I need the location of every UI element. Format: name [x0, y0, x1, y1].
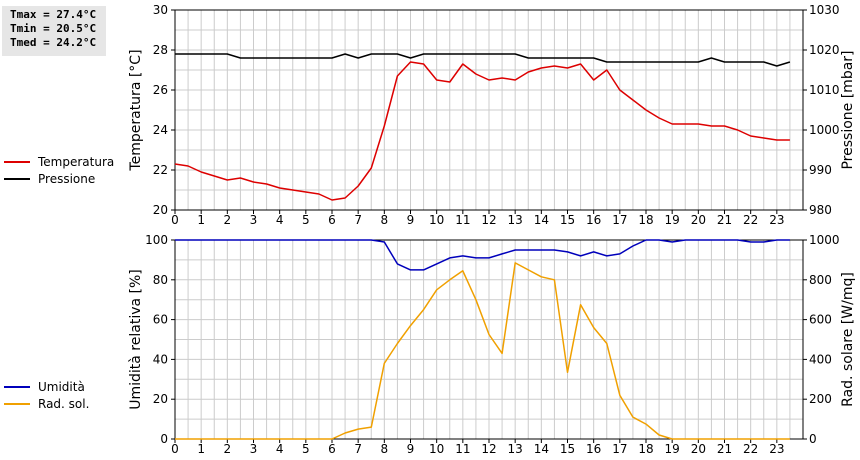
bottom-x-tick-label: 20	[691, 442, 706, 456]
top-x-tick-label: 2	[224, 213, 232, 227]
legend-item-umidita: Umidità	[4, 378, 89, 395]
top-left-tick-label: 26	[153, 83, 168, 97]
bottom-x-tick-label: 4	[276, 442, 284, 456]
bottom-x-tick-label: 16	[586, 442, 601, 456]
legend-swatch-umidita	[4, 385, 30, 388]
legend-swatch-temperatura	[4, 160, 30, 163]
legend-item-temperatura: Temperatura	[4, 153, 114, 170]
bottom-x-tick-label: 11	[455, 442, 470, 456]
top-x-tick-label: 20	[691, 213, 706, 227]
top-left-tick-label: 24	[153, 123, 168, 137]
bottom-x-tick-label: 9	[407, 442, 415, 456]
bottom-x-tick-label: 0	[171, 442, 179, 456]
legend-item-pressione: Pressione	[4, 170, 114, 187]
bottom-left-tick-label: 20	[153, 392, 168, 406]
bottom-x-tick-label: 23	[769, 442, 784, 456]
top-x-tick-label: 18	[638, 213, 653, 227]
bottom-right-tick-label: 1000	[809, 233, 840, 247]
top-x-tick-label: 23	[769, 213, 784, 227]
top-right-axis-label: Pressione [mbar]	[840, 50, 856, 169]
top-x-tick-label: 5	[302, 213, 310, 227]
top-right-tick-label: 1010	[809, 83, 840, 97]
legend-item-rad-sol: Rad. sol.	[4, 395, 89, 412]
top-left-tick-label: 28	[153, 43, 168, 57]
bottom-x-tick-label: 6	[328, 442, 336, 456]
bottom-x-tick-label: 19	[665, 442, 680, 456]
bottom-x-tick-label: 17	[612, 442, 627, 456]
bottom-right-tick-label: 600	[809, 313, 832, 327]
top-x-tick-label: 10	[429, 213, 444, 227]
top-x-tick-label: 21	[717, 213, 732, 227]
stat-tmin: Tmin = 20.5°C	[10, 22, 97, 35]
top-x-tick-label: 0	[171, 213, 179, 227]
bottom-x-tick-label: 15	[560, 442, 575, 456]
top-right-tick-label: 1000	[809, 123, 840, 137]
bottom-x-tick-label: 3	[250, 442, 258, 456]
stat-tmax: Tmax = 27.4°C	[10, 8, 97, 21]
series-line-umidit	[175, 239, 790, 271]
bottom-x-tick-label: 7	[354, 442, 362, 456]
top-left-tick-label: 30	[153, 3, 168, 17]
bottom-x-tick-label: 13	[508, 442, 523, 456]
bottom-right-tick-label: 200	[809, 392, 832, 406]
top-right-tick-label: 980	[809, 203, 832, 217]
bottom-right-tick-label: 0	[809, 432, 817, 446]
legend-swatch-pressione	[4, 177, 30, 180]
bottom-x-tick-label: 21	[717, 442, 732, 456]
top-x-tick-label: 4	[276, 213, 284, 227]
bottom-x-tick-label: 22	[743, 442, 758, 456]
top-x-tick-label: 13	[508, 213, 523, 227]
top-x-tick-label: 8	[381, 213, 389, 227]
bottom-right-axis-label: Rad. solare [W/mq]	[840, 272, 856, 407]
legend-label-umidita: Umidità	[38, 379, 85, 394]
bottom-left-tick-label: 40	[153, 352, 168, 366]
bottom-x-tick-label: 14	[534, 442, 549, 456]
top-x-tick-label: 19	[665, 213, 680, 227]
top-x-tick-label: 15	[560, 213, 575, 227]
bottom-x-tick-label: 10	[429, 442, 444, 456]
bottom-x-tick-label: 12	[481, 442, 496, 456]
series-line-rad-sol	[175, 262, 790, 440]
legend-label-rad-sol: Rad. sol.	[38, 396, 90, 411]
top-x-tick-label: 11	[455, 213, 470, 227]
bottom-x-tick-label: 8	[381, 442, 389, 456]
top-left-tick-label: 22	[153, 163, 168, 177]
top-x-tick-label: 17	[612, 213, 627, 227]
top-left-tick-label: 20	[153, 203, 168, 217]
bottom-x-tick-label: 1	[197, 442, 205, 456]
bottom-left-tick-label: 80	[153, 273, 168, 287]
top-x-tick-label: 12	[481, 213, 496, 227]
series-line-temperatura	[174, 61, 790, 201]
top-x-tick-label: 7	[354, 213, 362, 227]
bottom-x-tick-label: 5	[302, 442, 310, 456]
top-x-tick-label: 14	[534, 213, 549, 227]
stat-tmed: Tmed = 24.2°C	[10, 36, 97, 49]
series-line-pressione	[175, 53, 791, 67]
top-right-tick-label: 1020	[809, 43, 840, 57]
top-x-tick-label: 6	[328, 213, 336, 227]
top-x-tick-label: 1	[197, 213, 205, 227]
bottom-right-tick-label: 400	[809, 352, 832, 366]
bottom-x-tick-label: 2	[224, 442, 232, 456]
top-right-tick-label: 990	[809, 163, 832, 177]
top-x-tick-label: 22	[743, 213, 758, 227]
legend-label-temperatura: Temperatura	[38, 154, 115, 169]
legend-label-pressione: Pressione	[38, 171, 96, 186]
top-left-axis-label: Temperatura [°C]	[128, 49, 144, 171]
legend-top: Temperatura Pressione	[4, 153, 114, 187]
stats-box: Tmax = 27.4°C Tmin = 20.5°C Tmed = 24.2°…	[2, 6, 106, 56]
top-x-tick-label: 3	[250, 213, 258, 227]
bottom-left-axis-label: Umidità relativa [%]	[128, 269, 144, 410]
bottom-right-tick-label: 800	[809, 273, 832, 287]
bottom-left-tick-label: 60	[153, 313, 168, 327]
bottom-left-tick-label: 100	[145, 233, 168, 247]
top-right-tick-label: 1030	[809, 3, 840, 17]
top-x-tick-label: 9	[407, 213, 415, 227]
bottom-left-tick-label: 0	[160, 432, 168, 446]
legend-bottom: Umidità Rad. sol.	[4, 378, 89, 412]
top-x-tick-label: 16	[586, 213, 601, 227]
bottom-x-tick-label: 18	[638, 442, 653, 456]
legend-swatch-rad-sol	[4, 402, 30, 405]
